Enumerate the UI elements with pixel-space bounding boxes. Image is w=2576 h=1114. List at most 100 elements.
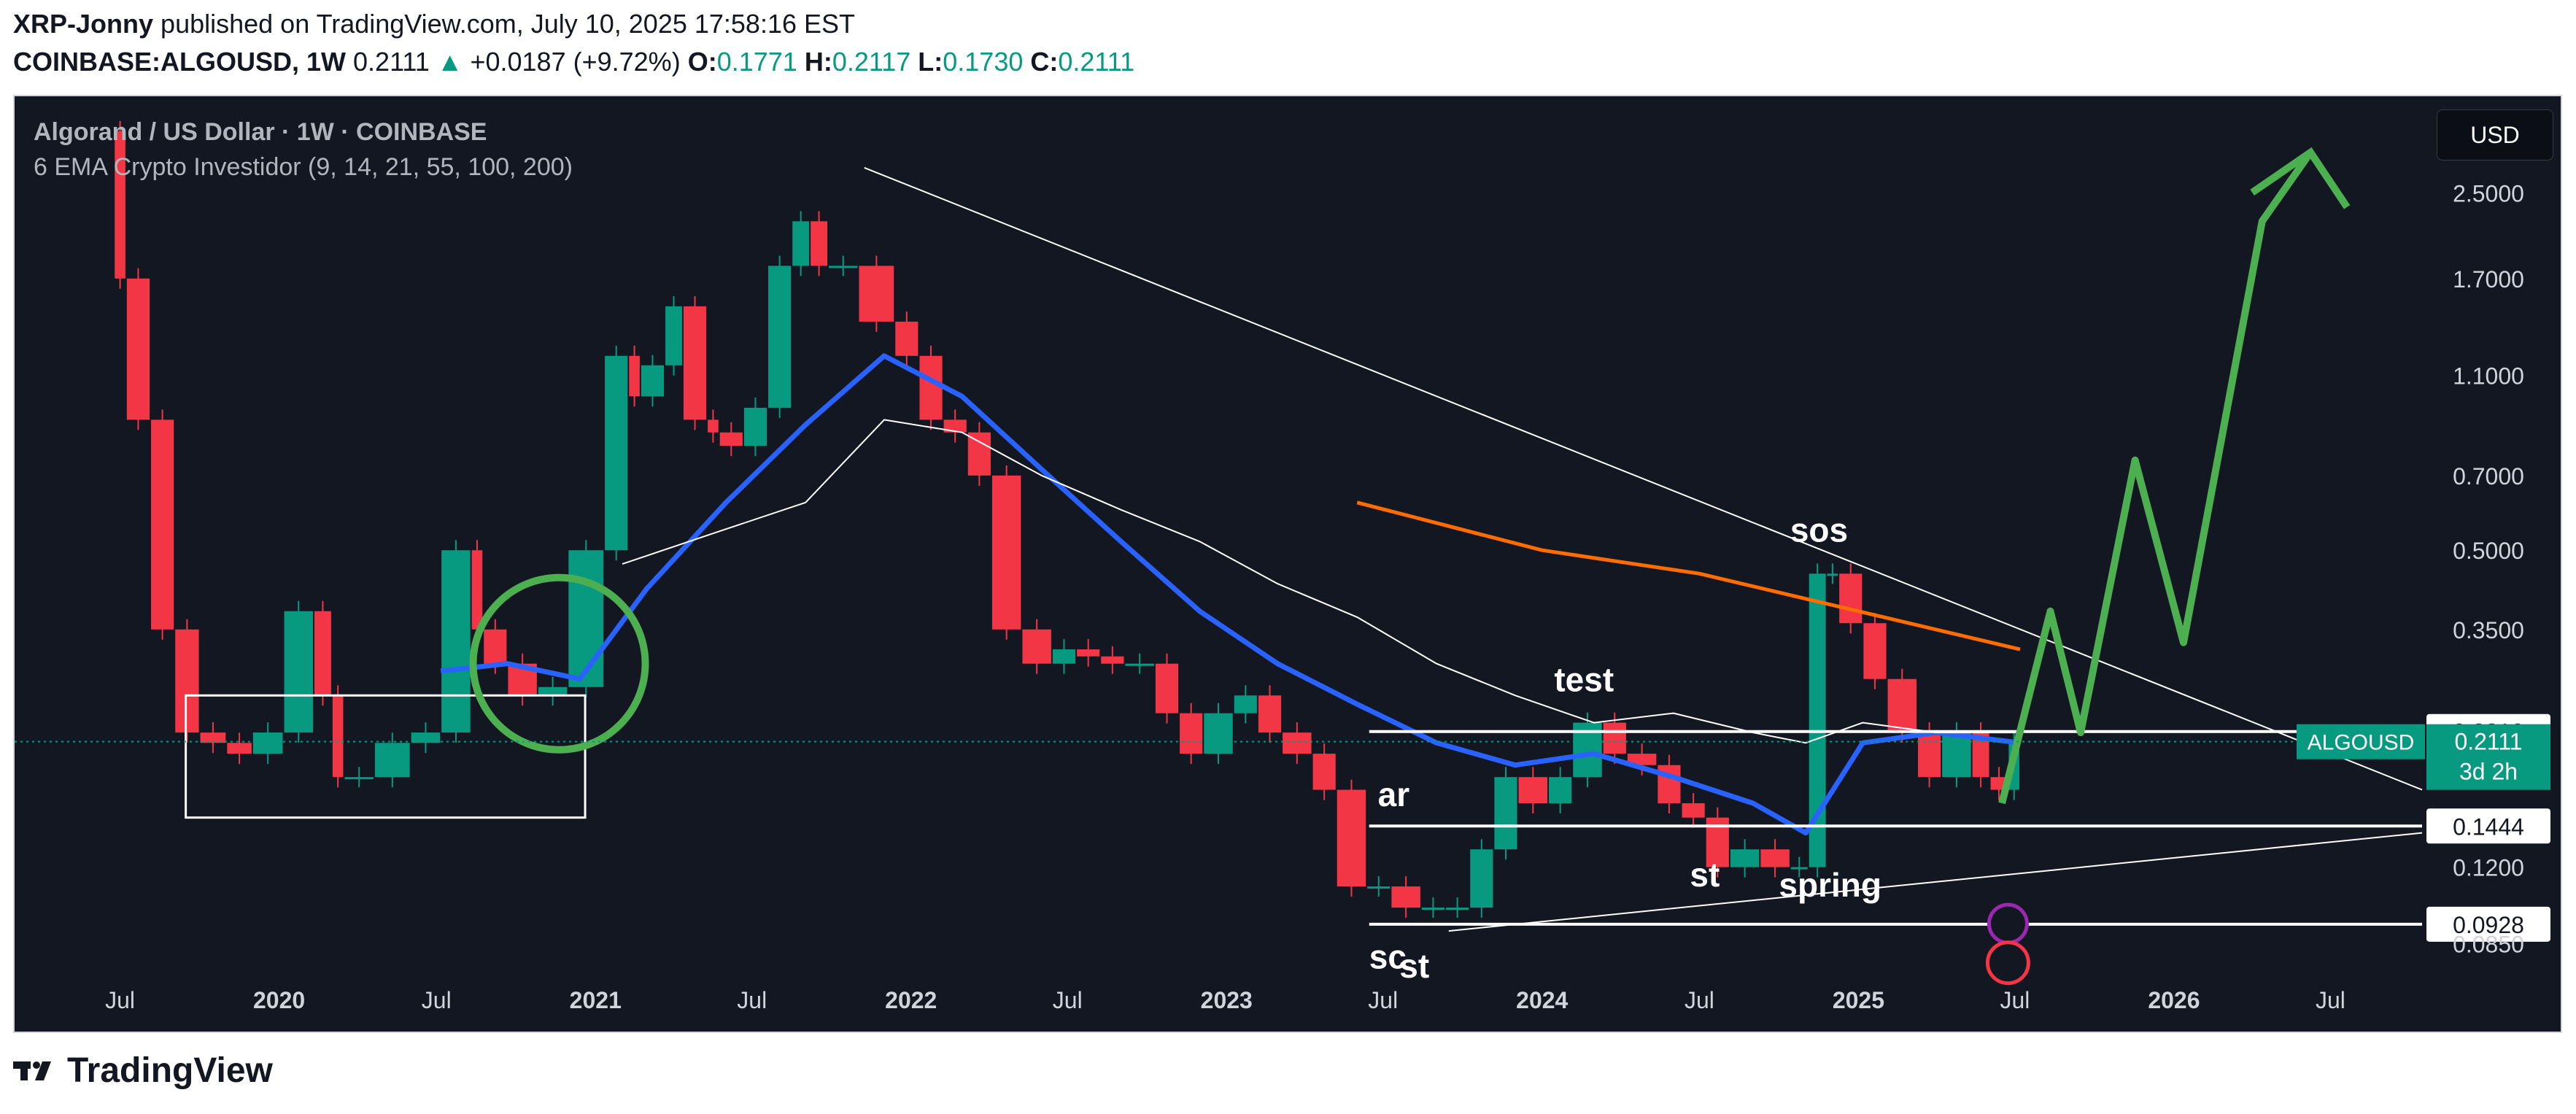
candle-body bbox=[484, 629, 507, 664]
candle-body bbox=[641, 365, 665, 397]
candle-body bbox=[919, 355, 943, 420]
candle-body bbox=[1760, 849, 1790, 867]
x-tick-label: 2021 bbox=[570, 987, 622, 1013]
published-text: published on TradingView.com, July 10, 2… bbox=[160, 9, 856, 39]
brand-name: TradingView bbox=[67, 1051, 273, 1090]
y-tick-label: 0.0850 bbox=[2453, 932, 2524, 958]
indicator-legend[interactable]: 6 EMA Crypto Investidor (9, 14, 21, 55, … bbox=[34, 153, 573, 181]
candle-body bbox=[629, 355, 640, 397]
close-value: 0.2111 bbox=[1058, 47, 1135, 77]
candle-body bbox=[1234, 695, 1257, 713]
candle-body bbox=[115, 131, 125, 279]
candle-body bbox=[605, 355, 628, 551]
x-tick-label: 2020 bbox=[253, 987, 305, 1013]
x-tick-label: 2025 bbox=[1833, 987, 1884, 1013]
last-price: 0.2111 bbox=[353, 47, 430, 77]
candle-body bbox=[344, 777, 374, 780]
up-triangle-icon: ▲ bbox=[436, 47, 463, 77]
candle-body bbox=[126, 278, 150, 420]
candle-body bbox=[252, 732, 283, 754]
x-tick-label: 2024 bbox=[1516, 987, 1568, 1013]
x-tick-label: 2026 bbox=[2148, 987, 2200, 1013]
y-tick-label: 0.7000 bbox=[2453, 463, 2524, 490]
candle-body bbox=[1790, 867, 1808, 870]
currency-button[interactable]: USD bbox=[2437, 109, 2553, 160]
candle-body bbox=[1887, 678, 1917, 733]
candle-body bbox=[568, 550, 604, 687]
candle-body bbox=[1603, 722, 1626, 754]
annotation-label: st bbox=[1399, 947, 1429, 985]
x-tick-label: 2022 bbox=[885, 987, 937, 1013]
author-name[interactable]: XRP-Jonny bbox=[13, 9, 154, 39]
y-tick-label: 1.7000 bbox=[2453, 266, 2524, 293]
candle-body bbox=[1077, 649, 1100, 657]
y-tick-label: 0.5000 bbox=[2453, 538, 2524, 564]
y-tick-label: 0.3500 bbox=[2453, 617, 2524, 643]
candle-body bbox=[1827, 573, 1838, 576]
candle-body bbox=[1918, 732, 1941, 778]
candle-body bbox=[943, 419, 967, 433]
candle-body bbox=[284, 611, 313, 733]
candle-body bbox=[374, 743, 410, 778]
annotation-label: sos bbox=[1790, 511, 1848, 549]
candle-body bbox=[665, 306, 682, 365]
annotation-label: spring bbox=[1779, 866, 1881, 904]
candle-body bbox=[1312, 754, 1336, 790]
chart-panel[interactable]: 3.50002.50001.70001.10000.70000.50000.35… bbox=[13, 95, 2562, 1033]
highlight-circle bbox=[469, 573, 649, 754]
candle-body bbox=[895, 321, 918, 356]
candle-body bbox=[1391, 886, 1420, 908]
x-tick-label: Jul bbox=[2000, 987, 2030, 1013]
candle-body bbox=[967, 432, 991, 476]
candle-body bbox=[1682, 803, 1705, 818]
uptrend-line bbox=[1448, 832, 2423, 932]
candle-body bbox=[1627, 754, 1657, 765]
price-chart[interactable]: 3.50002.50001.70001.10000.70000.50000.35… bbox=[15, 96, 2561, 1032]
candle-body bbox=[441, 550, 471, 733]
us-flag-event-icon bbox=[1985, 940, 2030, 986]
x-tick-label: Jul bbox=[105, 987, 135, 1013]
projection-arrow-head bbox=[2250, 147, 2351, 209]
ema-line bbox=[622, 419, 2020, 744]
candle-body bbox=[200, 732, 226, 743]
open-label: O: bbox=[687, 47, 717, 77]
candle-body bbox=[743, 407, 767, 446]
candle-body bbox=[471, 550, 483, 630]
candle-body bbox=[1421, 908, 1445, 910]
y-tick-highlight bbox=[2426, 906, 2550, 942]
candle-body bbox=[859, 266, 894, 322]
candle-body bbox=[683, 306, 707, 420]
candle-body bbox=[1446, 908, 1469, 910]
y-tick-label: 0.1200 bbox=[2453, 855, 2524, 881]
candle-body bbox=[1494, 777, 1517, 850]
open-value: 0.1771 bbox=[716, 47, 797, 77]
symbol-badge bbox=[2297, 724, 2425, 759]
candle-body bbox=[1549, 777, 1572, 804]
candle-body bbox=[811, 221, 828, 266]
x-tick-label: Jul bbox=[1053, 987, 1083, 1013]
candle-body bbox=[1283, 732, 1312, 754]
price-change: +0.0187 (+9.72%) bbox=[470, 47, 681, 77]
candle-body bbox=[227, 743, 252, 754]
high-label: H: bbox=[804, 47, 832, 77]
lightning-event-icon bbox=[1987, 902, 2029, 945]
candle-body bbox=[1809, 573, 1826, 867]
candle-body bbox=[1204, 713, 1233, 754]
candle-body bbox=[1470, 849, 1493, 908]
candle-body bbox=[1658, 765, 1681, 804]
low-label: L: bbox=[918, 47, 943, 77]
downtrend-line bbox=[864, 166, 2423, 791]
tradingview-logo[interactable]: TradingView bbox=[13, 1051, 273, 1091]
candle-body bbox=[1518, 777, 1548, 804]
symbol-label: ALGOUSD bbox=[2308, 731, 2415, 755]
annotation-label: ar bbox=[1378, 775, 1410, 813]
annotation-label: sc bbox=[1369, 938, 1407, 976]
candle-body bbox=[1337, 789, 1366, 887]
candle-body bbox=[332, 695, 344, 778]
candle-body bbox=[768, 266, 792, 408]
x-tick-label: Jul bbox=[2316, 987, 2345, 1013]
candle-body bbox=[829, 266, 858, 268]
candle-body bbox=[1863, 623, 1887, 679]
x-tick-label: 2023 bbox=[1201, 987, 1253, 1013]
annotation-label: test bbox=[1554, 660, 1614, 698]
